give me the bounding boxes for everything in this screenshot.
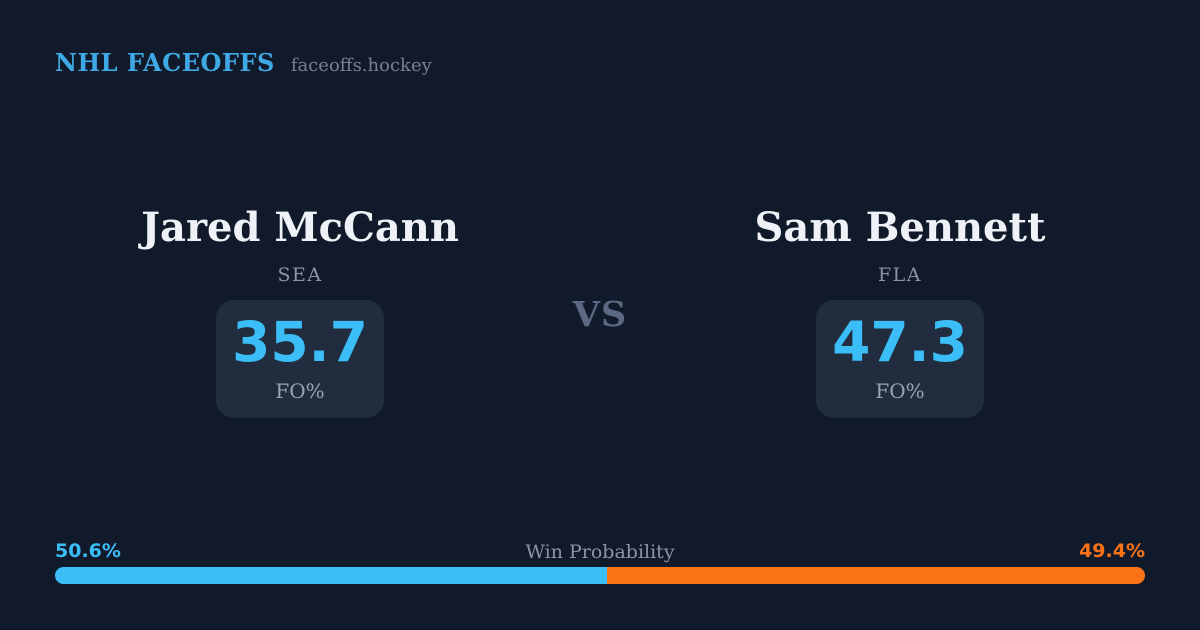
- header: NHL FACEOFFS faceoffs.hockey: [55, 48, 432, 77]
- brand-domain: faceoffs.hockey: [290, 55, 432, 76]
- player-team: FLA: [877, 264, 923, 286]
- faceoff-stat-box: 47.3 FO%: [816, 300, 984, 418]
- stat-value: 47.3: [832, 310, 968, 374]
- player-team: SEA: [277, 264, 323, 286]
- stat-label: FO%: [875, 379, 925, 403]
- win-probability-bar-right-segment: [606, 567, 1145, 584]
- faceoff-stat-box: 35.7 FO%: [216, 300, 384, 418]
- win-probability-right-pct: 49.4%: [1079, 540, 1145, 562]
- win-probability-bar: [55, 567, 1145, 584]
- stat-label: FO%: [275, 379, 325, 403]
- stat-value: 35.7: [232, 310, 368, 374]
- vs-label: VS: [572, 294, 628, 335]
- player-name: Sam Bennett: [754, 204, 1046, 251]
- win-probability-bar-left-segment: [55, 567, 607, 584]
- win-probability-title: Win Probability: [525, 541, 675, 563]
- win-probability-labels: 50.6% 49.4%: [55, 540, 1145, 562]
- brand-title: NHL FACEOFFS: [55, 48, 275, 77]
- player-panel-right: Sam Bennett FLA 47.3 FO%: [700, 206, 1100, 418]
- player-name: Jared McCann: [141, 204, 459, 251]
- player-panel-left: Jared McCann SEA 35.7 FO%: [100, 206, 500, 418]
- win-probability-left-pct: 50.6%: [55, 540, 121, 562]
